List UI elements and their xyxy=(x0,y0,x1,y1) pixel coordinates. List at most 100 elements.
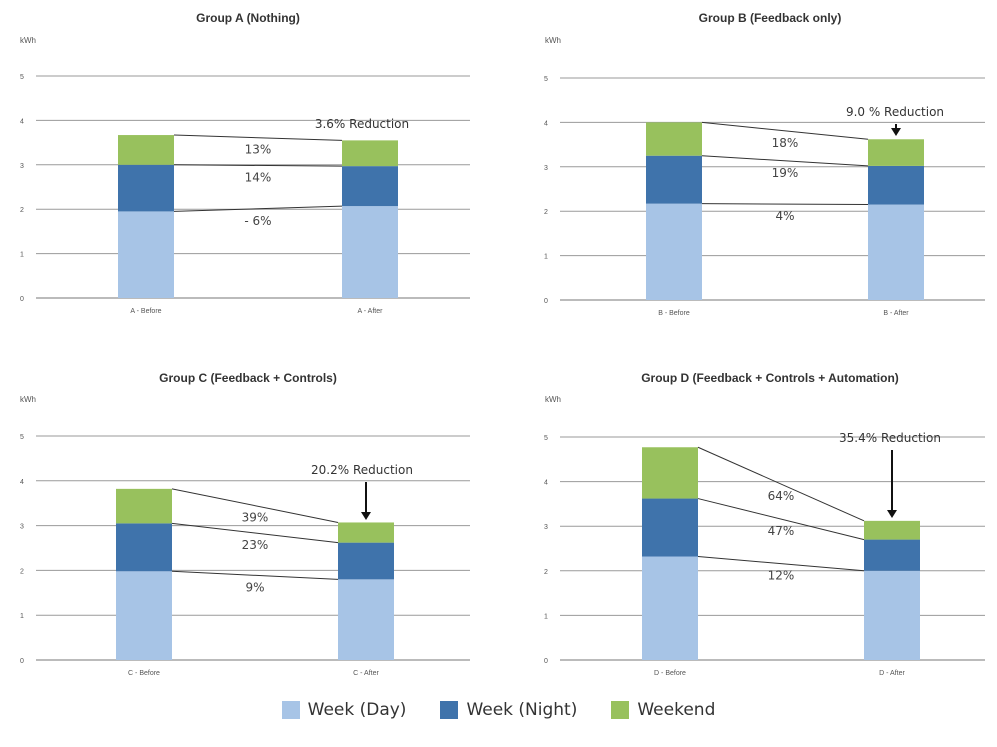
connector-line xyxy=(697,498,865,541)
bar-segment-weekend xyxy=(864,520,920,540)
bar-segment-week-night xyxy=(116,523,172,572)
bar-segment-week-night xyxy=(338,542,394,580)
legend-item-weekend: Weekend xyxy=(611,700,715,720)
y-tick-label: 4 xyxy=(20,118,24,125)
x-tick-label: B - After xyxy=(883,310,909,317)
y-tick-label: 3 xyxy=(20,524,24,531)
bar-segment-weekend xyxy=(118,135,174,165)
legend: Week (Day) Week (Night) Weekend xyxy=(0,700,997,720)
legend-swatch-day xyxy=(281,701,300,719)
reduction-label: 20.2% Reduction xyxy=(311,463,413,477)
y-axis-label: kWh xyxy=(545,36,561,45)
chart-title: Group B (Feedback only) xyxy=(699,11,842,25)
percent-label: 47% xyxy=(768,524,795,538)
charts-canvas: Group A (Nothing) kWh 0 1 2 3 4 5 A - Before A - … xyxy=(20,11,985,677)
y-tick-label: 3 xyxy=(544,165,548,172)
bar-segment-weekend xyxy=(646,122,702,156)
legend-swatch-night xyxy=(440,701,459,719)
bar-segment-week-day xyxy=(116,571,172,660)
y-tick-label: 5 xyxy=(544,435,548,442)
percent-label: 9% xyxy=(245,580,264,594)
percent-label: - 6% xyxy=(244,214,271,228)
bar-segment-week-day xyxy=(864,570,920,660)
y-tick-label: 2 xyxy=(20,568,24,575)
bar-segment-weekend xyxy=(338,522,394,543)
x-tick-label: B - Before xyxy=(658,310,690,317)
bar-segment-weekend xyxy=(342,140,398,167)
bar-segment-week-night xyxy=(646,155,702,204)
y-tick-label: 3 xyxy=(20,163,24,170)
connector-line xyxy=(173,164,343,167)
percent-label: 4% xyxy=(775,209,794,223)
bar-segment-week-day xyxy=(342,206,398,298)
connector-line xyxy=(701,203,869,206)
y-tick-label: 3 xyxy=(544,524,548,531)
chart-title: Group C (Feedback + Controls) xyxy=(159,371,337,385)
y-tick-label: 0 xyxy=(544,298,548,305)
percent-label: 12% xyxy=(768,569,795,583)
legend-label-night: Week (Night) xyxy=(466,700,578,720)
reduction-arrow-head xyxy=(361,512,371,520)
connector-line xyxy=(171,488,339,523)
legend-label-weekend: Weekend xyxy=(637,700,716,720)
percent-label: 14% xyxy=(245,170,272,184)
y-tick-label: 2 xyxy=(544,569,548,576)
percent-label: 64% xyxy=(768,489,795,503)
connector-line xyxy=(171,570,339,580)
connector-line xyxy=(697,556,865,572)
bar-segment-weekend xyxy=(868,139,924,166)
percent-label: 19% xyxy=(772,166,799,180)
legend-label-day: Week (Day) xyxy=(307,700,407,720)
reduction-arrow-head xyxy=(891,128,901,136)
bar-segment-week-night xyxy=(118,164,174,212)
percent-label: 18% xyxy=(772,136,799,150)
y-tick-label: 4 xyxy=(544,480,548,487)
x-tick-label: D - After xyxy=(879,670,905,677)
y-axis-label: kWh xyxy=(20,395,36,404)
y-tick-label: 0 xyxy=(20,658,24,665)
reduction-arrow-head xyxy=(887,510,897,518)
connector-line xyxy=(701,121,869,140)
legend-swatch-weekend xyxy=(611,701,630,719)
reduction-label: 35.4% Reduction xyxy=(839,431,941,445)
x-tick-label: D - Before xyxy=(654,670,686,677)
chart-title: Group D (Feedback + Controls + Automatio… xyxy=(641,371,899,385)
y-tick-label: 2 xyxy=(20,207,24,214)
reduction-label: 3.6% Reduction xyxy=(315,117,409,131)
y-tick-label: 0 xyxy=(20,296,24,303)
y-tick-label: 5 xyxy=(20,434,24,441)
x-tick-label: A - Before xyxy=(130,308,161,315)
bar-segment-week-night xyxy=(868,165,924,205)
y-tick-label: 2 xyxy=(544,209,548,216)
bar-segment-week-day xyxy=(646,203,702,300)
y-tick-label: 5 xyxy=(544,76,548,83)
connector-line xyxy=(171,522,339,544)
connector-line xyxy=(697,446,865,522)
percent-label: 13% xyxy=(245,143,272,157)
bar-segment-week-day xyxy=(118,211,174,298)
bar-segment-week-day xyxy=(642,556,698,660)
connector-line xyxy=(173,205,343,212)
legend-item-night: Week (Night) xyxy=(440,700,577,720)
y-tick-label: 1 xyxy=(20,613,24,620)
y-tick-label: 4 xyxy=(20,479,24,486)
bar-segment-week-night xyxy=(342,166,398,207)
percent-label: 39% xyxy=(242,511,269,525)
x-tick-label: C - Before xyxy=(128,670,160,677)
reduction-label: 9.0 % Reduction xyxy=(846,105,944,119)
bar-segment-week-day xyxy=(338,579,394,660)
x-tick-label: C - After xyxy=(353,670,379,677)
y-axis-label: kWh xyxy=(20,36,36,45)
bar-segment-week-night xyxy=(864,539,920,571)
connector-line xyxy=(173,134,343,141)
y-tick-label: 1 xyxy=(544,613,548,620)
y-tick-label: 1 xyxy=(544,254,548,261)
x-tick-label: A - After xyxy=(358,308,384,315)
y-tick-label: 4 xyxy=(544,120,548,127)
y-tick-label: 0 xyxy=(544,658,548,665)
legend-item-day: Week (Day) xyxy=(281,700,407,720)
bar-segment-week-day xyxy=(868,204,924,300)
bar-segment-weekend xyxy=(642,447,698,499)
y-tick-label: 1 xyxy=(20,252,24,259)
chart-title: Group A (Nothing) xyxy=(196,11,300,25)
